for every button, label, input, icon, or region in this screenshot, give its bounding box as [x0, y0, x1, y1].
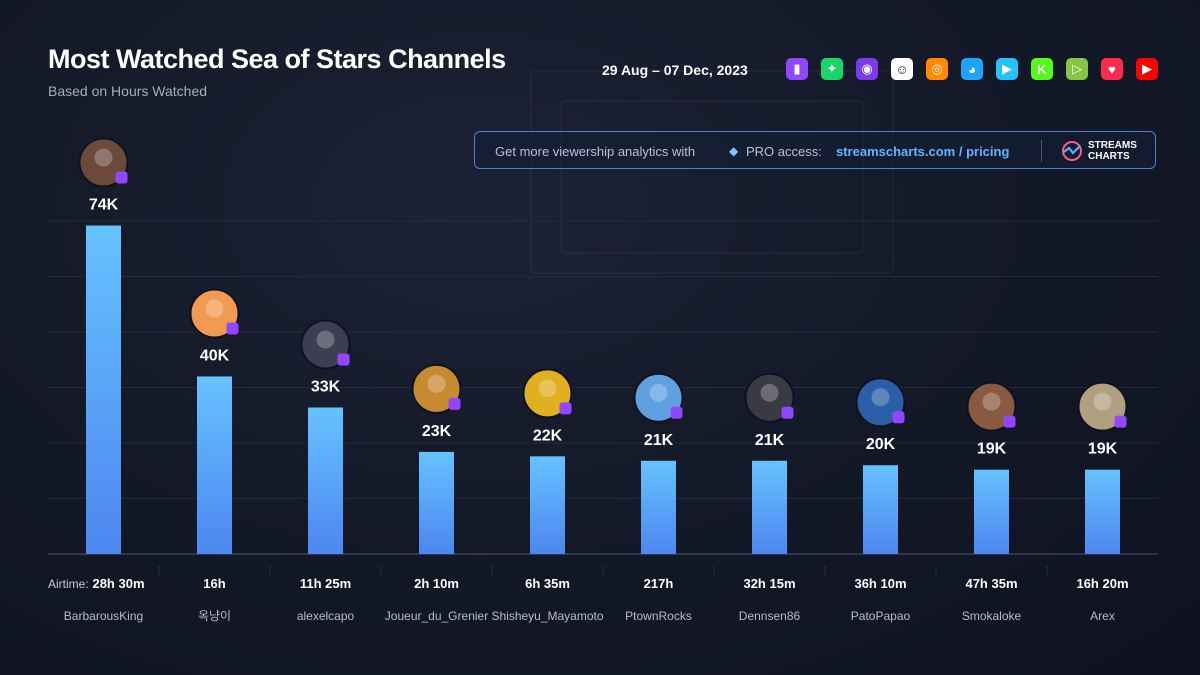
youtube-icon: ▶ — [1136, 58, 1158, 80]
channel-name: BarbarousKing — [64, 609, 143, 623]
channel-name: Joueur_du_Grenier — [385, 609, 488, 623]
bar-5 — [641, 460, 676, 554]
promo-pro-text: PRO access: — [746, 144, 822, 159]
bar-2 — [308, 407, 343, 554]
streams-charts-logo-icon — [1062, 141, 1082, 161]
airtime-value: 28h 30m — [92, 576, 144, 591]
channel-name: Shisheyu_Mayamoto — [491, 609, 603, 623]
logo-line-1: STREAMS — [1088, 140, 1137, 151]
trovo-icon: ✦ — [821, 58, 843, 80]
twitch-badge-icon — [1003, 415, 1016, 428]
twitch-badge-icon — [337, 353, 350, 366]
twitch-badge-icon — [670, 406, 683, 419]
twitch-badge-icon — [448, 397, 461, 410]
channel-name: 옥냥이 — [198, 609, 231, 623]
twitch-badge-icon — [892, 411, 905, 424]
promo-divider — [1041, 140, 1042, 162]
diamond-icon: ◆ — [729, 144, 739, 158]
avatar-face — [1093, 392, 1112, 411]
airtime-value: 217h — [644, 576, 674, 591]
channel-name: alexelcapo — [297, 609, 355, 623]
twitch-badge-icon — [115, 171, 128, 184]
streams-charts-logo-text: STREAMS CHARTS — [1088, 140, 1137, 162]
bar-7 — [863, 465, 898, 554]
page-title: Most Watched Sea of Stars Channels — [48, 44, 506, 74]
avatar-face — [316, 330, 335, 349]
channel-name: Arex — [1090, 609, 1115, 623]
bar-1 — [197, 376, 232, 554]
data-label: 40K — [200, 347, 230, 364]
data-label: 23K — [422, 423, 452, 440]
kick-alt-icon: ◉ — [856, 58, 878, 80]
data-label: 74K — [89, 197, 119, 214]
avatar-face — [649, 383, 668, 402]
bar-0 — [86, 225, 121, 554]
airtime-value: 16h 20m — [1076, 576, 1128, 591]
data-label: 22K — [533, 427, 563, 444]
bar-4 — [530, 456, 565, 554]
airtime-value: 32h 15m — [743, 576, 795, 591]
kick-icon: K — [1031, 58, 1053, 80]
data-label: 19K — [977, 441, 1007, 458]
channel-name: Smokaloke — [962, 609, 1022, 623]
bar-9 — [1085, 469, 1120, 554]
logo-line-2: CHARTS — [1088, 151, 1130, 162]
bar-6 — [752, 460, 787, 554]
promo-banner[interactable]: Get more viewership analytics with ◆ PRO… — [474, 131, 1156, 169]
twitch-icon: ▮ — [786, 58, 808, 80]
channel-name: PatoPapao — [851, 609, 911, 623]
channel-name: PtownRocks — [625, 609, 692, 623]
data-label: 21K — [644, 432, 674, 449]
bar-3 — [419, 451, 454, 554]
avatar-face — [538, 379, 557, 398]
mobile-stream-icon: ▶ — [996, 58, 1018, 80]
heart-stream-icon: ♥ — [1101, 58, 1123, 80]
vk-play-icon: ◎ — [926, 58, 948, 80]
date-range: 29 Aug – 07 Dec, 2023 — [602, 62, 748, 78]
twitch-badge-icon — [781, 406, 794, 419]
airtime-value: 47h 35m — [965, 576, 1017, 591]
avatar-face — [871, 388, 890, 407]
avatar-face — [760, 383, 779, 402]
platform-icons: ▮ ✦ ◉ ☺ ◎ ◕ ▶ K ▷ ♥ ▶ — [786, 58, 1171, 80]
avatar-face — [205, 299, 224, 318]
twitch-badge-icon — [226, 322, 239, 335]
twitch-badge-icon — [1114, 415, 1127, 428]
data-label: 33K — [311, 379, 341, 396]
airtime-value: 6h 35m — [525, 576, 570, 591]
airtime-value: 2h 10m — [414, 576, 459, 591]
rumble-icon: ▷ — [1066, 58, 1088, 80]
avatar-face — [982, 392, 1001, 411]
avatar-face — [427, 374, 446, 393]
bigo-icon: ◕ — [961, 58, 983, 80]
twitch-badge-icon — [559, 402, 572, 415]
airtime-value: 16h — [203, 576, 225, 591]
promo-text: Get more viewership analytics with — [495, 144, 696, 159]
ghost-icon: ☺ — [891, 58, 913, 80]
data-label: 19K — [1088, 441, 1118, 458]
data-label: 20K — [866, 436, 896, 453]
channel-name: Dennsen86 — [739, 609, 801, 623]
airtime-value: 36h 10m — [854, 576, 906, 591]
avatar-face — [94, 148, 113, 167]
bar-8 — [974, 469, 1009, 554]
data-label: 21K — [755, 432, 785, 449]
page-subtitle: Based on Hours Watched — [48, 83, 208, 99]
pricing-link[interactable]: streamscharts.com / pricing — [836, 144, 1010, 159]
airtime-value: 11h 25m — [300, 576, 351, 591]
airtime-label: Airtime: — [48, 577, 89, 591]
